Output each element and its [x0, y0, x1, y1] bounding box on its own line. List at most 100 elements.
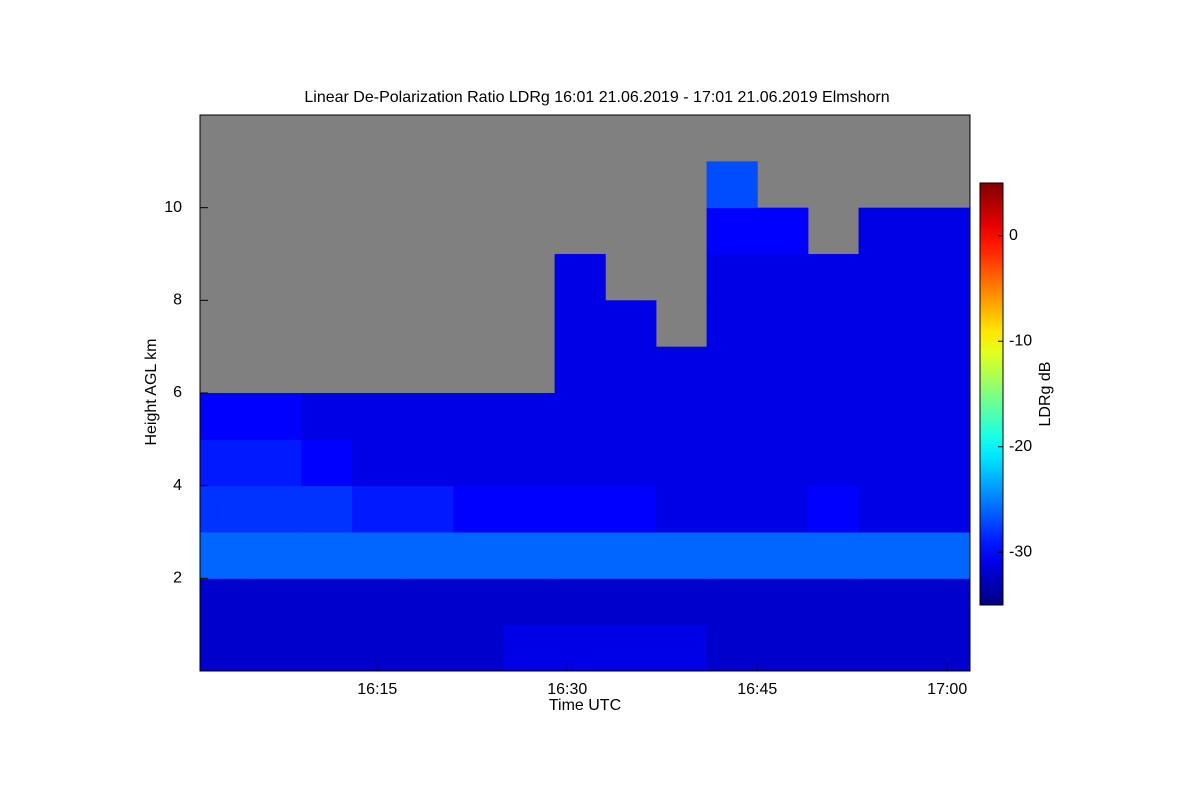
heatmap-cell [301, 439, 353, 487]
colorbar-tick-label: -20 [1009, 438, 1032, 455]
heatmap-cell [706, 485, 758, 533]
heatmap-cell [402, 439, 454, 487]
heatmap-cell [655, 439, 708, 487]
heatmap-cell [351, 532, 404, 579]
heatmap-cell [858, 300, 910, 348]
heatmap-cell [301, 532, 353, 579]
heatmap-cell [757, 439, 809, 487]
heatmap-cell [503, 439, 556, 487]
heatmap-cell [554, 439, 606, 487]
heatmap-cell [605, 439, 657, 487]
heatmap-cell [402, 393, 454, 440]
heatmap-cell [757, 393, 809, 440]
heatmap-cell [706, 532, 758, 579]
heatmap-cell [858, 207, 910, 255]
heatmap-cell [554, 532, 606, 579]
heatmap-cell [909, 300, 971, 348]
heatmap-cell [858, 578, 910, 626]
colorbar [979, 182, 1004, 606]
heatmap-cell [909, 439, 971, 487]
heatmap-cell [301, 578, 353, 626]
heatmap-cell [858, 485, 910, 533]
colorbar-tick-label: -30 [1009, 543, 1032, 560]
heatmap-cell [453, 439, 505, 487]
heatmap-cell [250, 393, 302, 440]
heatmap-cell [351, 439, 404, 487]
heatmap-cell [503, 393, 556, 440]
heatmap-cell [554, 393, 606, 440]
heatmap-cell [757, 485, 809, 533]
heatmap-cell [351, 393, 404, 440]
heatmap-cell [706, 439, 758, 487]
heatmap-cell [807, 485, 860, 533]
heatmap-cell [453, 578, 505, 626]
y-tick-label: 2 [173, 570, 182, 587]
heatmap-cell [503, 578, 556, 626]
heatmap-cell [807, 532, 860, 579]
heatmap-cell [655, 624, 708, 672]
heatmap-cell [200, 485, 252, 533]
heatmap-cell [909, 393, 971, 440]
heatmap-cell [503, 624, 556, 672]
heatmap-cell [554, 300, 606, 348]
y-axis-label: Height AGL km [143, 338, 160, 445]
heatmap-cell [453, 485, 505, 533]
heatmap-cell [706, 578, 758, 626]
heatmap-cell [351, 578, 404, 626]
heatmap-cell [757, 532, 809, 579]
heatmap-cell [200, 532, 252, 579]
heatmap-cell [605, 578, 657, 626]
heatmap-cell [605, 346, 657, 394]
heatmap-cell [706, 300, 758, 348]
heatmap-cell [250, 439, 302, 487]
heatmap-cell [503, 532, 556, 579]
heatmap-cell [301, 624, 353, 672]
y-tick-label: 8 [173, 292, 182, 309]
heatmap-cell [200, 578, 252, 626]
heatmap-cell [200, 393, 252, 440]
heatmap-cell [706, 161, 758, 209]
heatmap-cell [757, 300, 809, 348]
heatmap-cell [655, 393, 708, 440]
heatmap-cell [757, 624, 809, 672]
heatmap-cell [554, 346, 606, 394]
heatmap-cell [250, 624, 302, 672]
colorbar-tick-label: -10 [1009, 332, 1032, 349]
colorbar-label: LDRg dB [1037, 362, 1054, 427]
heatmap-cell [858, 254, 910, 301]
heatmap-cell [605, 300, 657, 348]
x-tick-label: 16:15 [357, 681, 397, 698]
colorbar-tick-label: 0 [1009, 227, 1018, 244]
heatmap-cell [706, 346, 758, 394]
heatmap-cell [554, 254, 606, 301]
chart-title: Linear De-Polarization Ratio LDRg 16:01 … [304, 89, 889, 106]
heatmap-cell [605, 532, 657, 579]
heatmap-cell [250, 578, 302, 626]
heatmap-cell [402, 624, 454, 672]
heatmap-cell [554, 485, 606, 533]
heatmap-cell [909, 485, 971, 533]
heatmap-cell [757, 346, 809, 394]
heatmap-cell [807, 578, 860, 626]
heatmap-cell [807, 393, 860, 440]
x-axis-label: Time UTC [549, 697, 621, 714]
heatmap-cell [858, 393, 910, 440]
heatmap-cell [554, 624, 606, 672]
heatmap-cell [909, 624, 971, 672]
heatmap-cell [402, 578, 454, 626]
y-tick-label: 10 [164, 199, 182, 216]
heatmap-cell [453, 624, 505, 672]
heatmap-cell [757, 207, 809, 255]
heatmap-cell [807, 624, 860, 672]
y-tick-label: 4 [173, 477, 182, 494]
heatmap-cell [706, 393, 758, 440]
heatmap-cell [807, 300, 860, 348]
heatmap-cell [655, 532, 708, 579]
heatmap-cell [655, 578, 708, 626]
heatmap-cell [858, 532, 910, 579]
heatmap-cell [706, 624, 758, 672]
heatmap-cell [807, 346, 860, 394]
heatmap-cell [807, 254, 860, 301]
heatmap-cell [909, 532, 971, 579]
